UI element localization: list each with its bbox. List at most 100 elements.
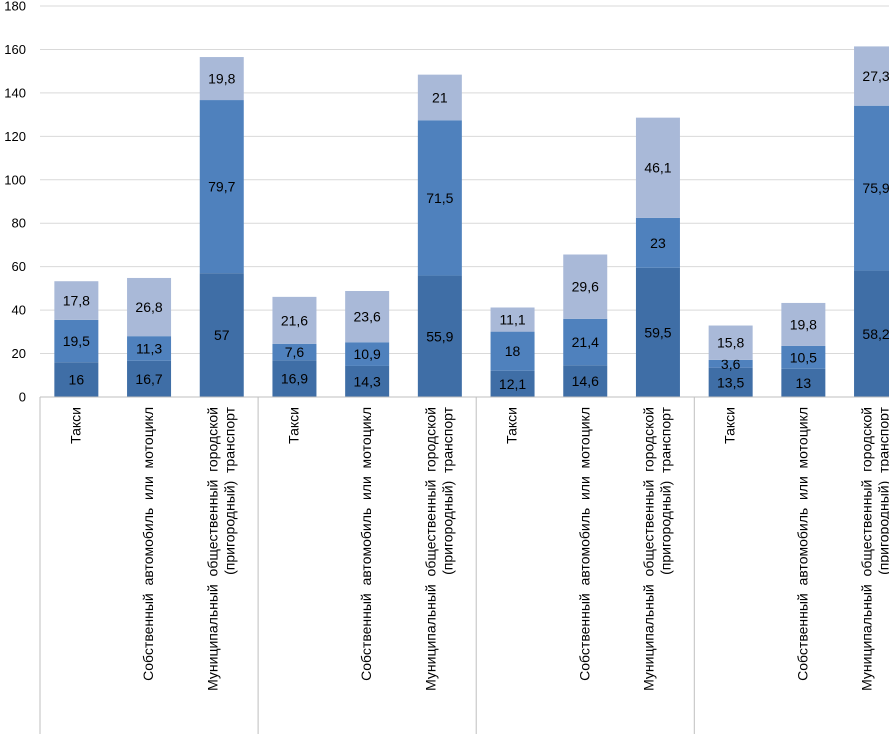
y-tick-label: 20 xyxy=(12,346,26,361)
bar-segment xyxy=(199,100,244,274)
x-tick-label-line: Муниципальный общественный городской xyxy=(640,407,656,691)
bar-segment xyxy=(490,331,535,371)
bar-segment xyxy=(127,336,172,361)
data-label: 11,3 xyxy=(136,340,162,356)
x-tick-label-line: Собственный автомобиль или мотоцикл xyxy=(358,407,374,681)
bar-segment xyxy=(127,277,172,337)
x-tick-label: Собственный автомобиль или мотоцикл xyxy=(140,407,156,681)
bar-segment xyxy=(345,365,390,397)
data-label: 26,8 xyxy=(135,299,162,315)
x-tick-label: Собственный автомобиль или мотоцикл xyxy=(358,407,374,681)
bar-segment xyxy=(563,365,608,397)
data-label: 14,6 xyxy=(572,373,599,389)
data-label: 19,5 xyxy=(63,333,90,349)
y-axis: 0 20 40 60 80 100 120 140 160 180 xyxy=(4,0,26,405)
bar-segment xyxy=(854,46,889,106)
y-tick-label: 60 xyxy=(12,259,26,274)
data-label: 21 xyxy=(432,89,448,105)
data-label: 13 xyxy=(796,375,812,391)
bar-segment xyxy=(417,74,462,121)
data-label: 14,3 xyxy=(354,373,381,389)
x-tick-label-line: Такси xyxy=(67,407,83,444)
x-axis: Такси Собственный автомобиль или мотоцикл… xyxy=(39,396,889,734)
bar-segment xyxy=(345,342,390,366)
data-label: 46,1 xyxy=(644,160,671,176)
data-label: 19,8 xyxy=(208,71,235,87)
data-label: 19,8 xyxy=(790,316,817,332)
x-tick-label-line: (пригородный) транспорт xyxy=(876,406,889,574)
bar-segment xyxy=(854,105,889,271)
bar-segment xyxy=(563,254,608,319)
bar-segment xyxy=(635,117,680,218)
data-label: 75,9 xyxy=(862,180,889,196)
x-tick-label: Муниципальный общественный городской(при… xyxy=(204,406,237,690)
x-tick-label-line: (пригородный) транспорт xyxy=(221,406,237,574)
bar-segment xyxy=(563,318,608,366)
x-tick-label-line: (пригородный) транспорт xyxy=(439,406,455,574)
data-label: 58,2 xyxy=(862,326,889,342)
y-tick-label: 80 xyxy=(12,216,26,231)
data-label: 7,6 xyxy=(285,344,305,360)
x-tick-label: Такси xyxy=(722,407,738,444)
bar-segment xyxy=(199,57,244,101)
x-tick-label: Такси xyxy=(504,407,520,444)
bar-segment xyxy=(854,270,889,397)
x-tick-label-line: Собственный автомобиль или мотоцикл xyxy=(140,407,156,681)
data-label: 11,1 xyxy=(499,312,525,328)
data-label: 15,8 xyxy=(717,335,744,351)
y-tick-label: 100 xyxy=(4,172,26,187)
x-tick-label: Собственный автомобиль или мотоцикл xyxy=(794,407,810,681)
bar-segment xyxy=(54,362,99,397)
bar-segment xyxy=(272,296,317,344)
bar-segment xyxy=(708,367,753,397)
x-tick-label-line: Собственный автомобиль или мотоцикл xyxy=(794,407,810,681)
y-tick-label: 160 xyxy=(4,42,26,57)
data-label: 55,9 xyxy=(426,328,453,344)
data-label: 27,3 xyxy=(862,68,889,84)
bar-segment xyxy=(417,120,462,276)
data-label: 59,5 xyxy=(644,324,671,340)
x-tick-label-line: Такси xyxy=(285,407,301,444)
data-label: 23 xyxy=(650,235,666,251)
data-label: 17,8 xyxy=(63,293,90,309)
data-label: 12,1 xyxy=(499,376,526,392)
data-label: 18 xyxy=(505,343,521,359)
data-label: 71,5 xyxy=(426,190,453,206)
y-tick-label: 0 xyxy=(19,390,26,405)
bar-segment xyxy=(781,302,826,346)
x-tick-label: Муниципальный общественный городской(при… xyxy=(859,406,889,690)
x-tick-label-line: Собственный автомобиль или мотоцикл xyxy=(576,407,592,681)
bar-segment xyxy=(272,343,317,361)
data-label: 13,5 xyxy=(717,374,744,390)
data-label: 29,6 xyxy=(572,279,599,295)
x-tick-label: Собственный автомобиль или мотоцикл xyxy=(576,407,592,681)
bar-segment xyxy=(635,217,680,268)
bar-segment xyxy=(54,281,99,320)
x-tick-label: Такси xyxy=(67,407,83,444)
x-tick-label: Муниципальный общественный городской(при… xyxy=(640,406,673,690)
bar-segment xyxy=(490,370,535,397)
bar-segment xyxy=(781,368,826,397)
data-label: 16,7 xyxy=(135,371,162,387)
data-label: 57 xyxy=(214,327,230,343)
bar-segment xyxy=(708,325,753,360)
x-tick-label-line: Такси xyxy=(722,407,738,444)
bar-segment xyxy=(781,345,826,369)
x-tick-label-line: Такси xyxy=(504,407,520,444)
bars: 16 19,5 17,8 16,7 11,3 26,8 57 79,7 19,8 16,9 7,6 2… xyxy=(54,46,889,397)
bar-segment xyxy=(199,273,244,397)
data-label: 10,9 xyxy=(354,346,381,362)
data-label: 21,6 xyxy=(281,312,308,328)
data-label: 16 xyxy=(69,372,85,388)
x-tick-label-line: Муниципальный общественный городской xyxy=(422,407,438,691)
data-label: 79,7 xyxy=(208,179,235,195)
bar-segment xyxy=(127,360,172,397)
bar-segment xyxy=(708,359,753,368)
data-label: 16,9 xyxy=(281,371,308,387)
y-tick-label: 140 xyxy=(4,85,26,100)
x-tick-label-line: Муниципальный общественный городской xyxy=(859,407,875,691)
y-tick-label: 120 xyxy=(4,129,26,144)
bar-segment xyxy=(490,307,535,332)
bar-segment xyxy=(345,290,390,343)
